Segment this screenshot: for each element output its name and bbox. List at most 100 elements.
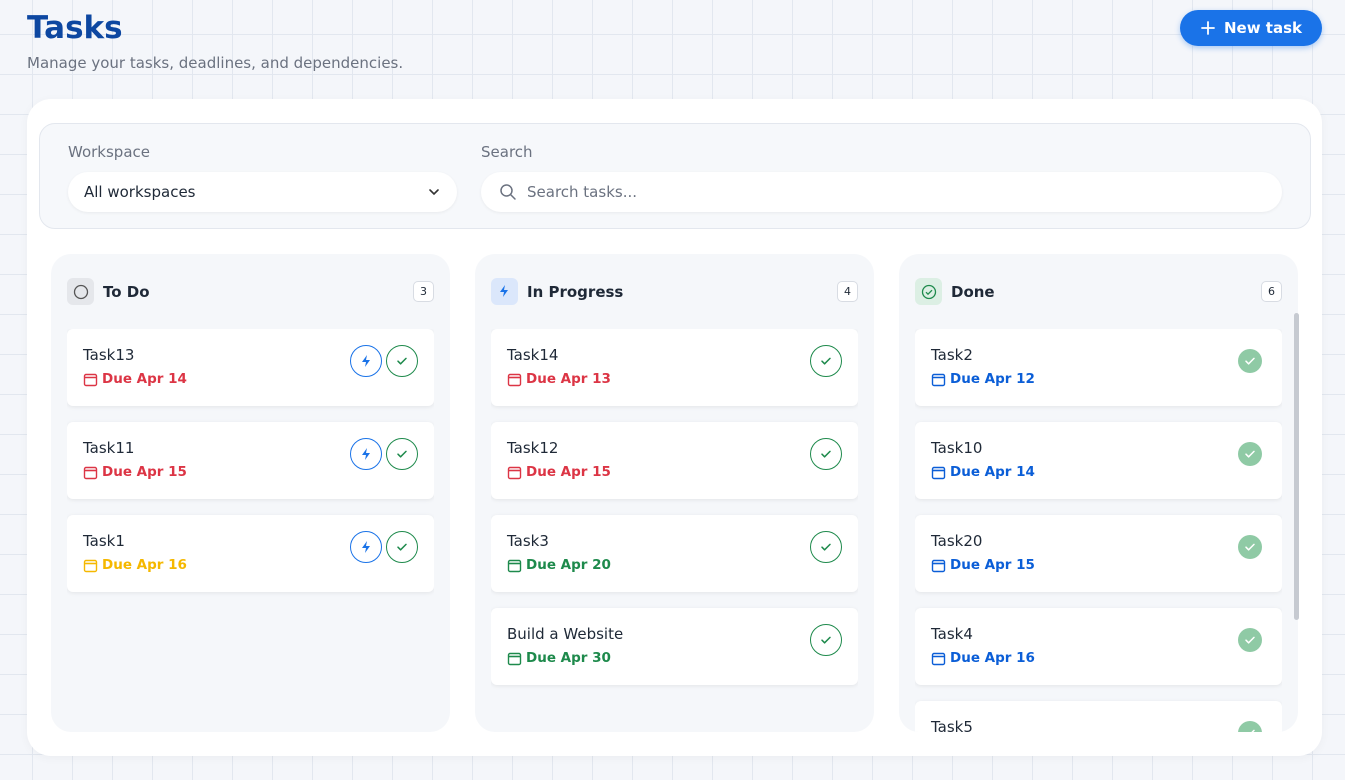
column-title: To Do (103, 283, 150, 301)
due-text: Due Apr 14 (950, 464, 1035, 480)
check-icon (1245, 357, 1255, 365)
column-icon (67, 278, 94, 305)
calendar-icon (507, 559, 522, 572)
start-button[interactable] (350, 345, 382, 377)
check-icon (1245, 636, 1255, 644)
bolt-icon (362, 355, 370, 367)
task-actions (350, 531, 418, 563)
task-card[interactable]: Task13 Due Apr 14 (67, 329, 434, 406)
calendar-icon (83, 466, 98, 479)
due-date: Due Apr 30 (507, 650, 611, 666)
count-badge: 3 (413, 281, 434, 302)
calendar-icon (931, 559, 946, 572)
task-name: Task4 (931, 625, 973, 643)
circle-icon (73, 284, 88, 299)
task-name: Task5 (931, 718, 973, 732)
check-icon (821, 450, 831, 458)
task-actions (1234, 624, 1266, 656)
task-name: Task13 (83, 346, 135, 364)
done-indicator (1238, 349, 1262, 373)
task-actions (810, 624, 842, 656)
due-date: Due Apr 14 (83, 371, 187, 387)
search-icon (500, 184, 516, 200)
due-text: Due Apr 30 (526, 650, 611, 666)
due-date: Due Apr 20 (507, 557, 611, 573)
task-card[interactable]: Task14 Due Apr 13 (491, 329, 858, 406)
calendar-icon (931, 466, 946, 479)
bolt-icon (362, 448, 370, 460)
search-input[interactable]: Search tasks... (481, 172, 1282, 212)
task-name: Task12 (507, 439, 559, 457)
check-icon (1245, 450, 1255, 458)
done-indicator (1238, 535, 1262, 559)
task-card[interactable]: Task10 Due Apr 14 (915, 422, 1282, 499)
task-name: Task11 (83, 439, 135, 457)
due-date: Due Apr 16 (83, 557, 187, 573)
count-badge: 4 (837, 281, 858, 302)
count-badge: 6 (1261, 281, 1282, 302)
due-date: Due Apr 14 (931, 464, 1035, 480)
done-indicator (1238, 721, 1262, 732)
complete-button[interactable] (386, 531, 418, 563)
column: To Do 3 Task13 Due Apr 14 Task11 Due Apr 15 Ta… (51, 254, 450, 732)
due-text: Due Apr 15 (102, 464, 187, 480)
workspace-label: Workspace (68, 143, 150, 161)
scrollbar (1294, 313, 1299, 620)
task-card[interactable]: Task4 Due Apr 16 (915, 608, 1282, 685)
task-card[interactable]: Task1 Due Apr 16 (67, 515, 434, 592)
due-date: Due Apr 15 (507, 464, 611, 480)
start-button[interactable] (350, 531, 382, 563)
search-label: Search (481, 143, 533, 161)
due-text: Due Apr 20 (526, 557, 611, 573)
due-text: Due Apr 16 (102, 557, 187, 573)
calendar-icon (931, 373, 946, 386)
task-card[interactable]: Task5 (915, 701, 1282, 732)
column-title: In Progress (527, 283, 624, 301)
bolt-icon (362, 541, 370, 553)
calendar-icon (931, 652, 946, 665)
new-task-label: New task (1223, 19, 1302, 37)
task-card[interactable]: Task11 Due Apr 15 (67, 422, 434, 499)
check-icon (1251, 729, 1255, 732)
column-title: Done (951, 283, 995, 301)
check-icon (821, 543, 831, 551)
task-card[interactable]: Build a Website Due Apr 30 (491, 608, 858, 685)
task-actions (810, 531, 842, 563)
column-icon (491, 278, 518, 305)
check-icon (397, 357, 407, 365)
plus-icon (1201, 21, 1215, 35)
calendar-icon (507, 373, 522, 386)
task-name: Task3 (507, 532, 549, 550)
search-placeholder: Search tasks... (527, 183, 637, 201)
task-card[interactable]: Task20 Due Apr 15 (915, 515, 1282, 592)
check-circle-icon (921, 284, 936, 299)
complete-button[interactable] (386, 438, 418, 470)
complete-button[interactable] (810, 438, 842, 470)
task-card[interactable]: Task2 Due Apr 12 (915, 329, 1282, 406)
task-card[interactable]: Task3 Due Apr 20 (491, 515, 858, 592)
complete-button[interactable] (810, 531, 842, 563)
new-task-button[interactable]: New task (1180, 10, 1322, 46)
workspace-select[interactable]: All workspaces (68, 172, 457, 212)
page-subtitle: Manage your tasks, deadlines, and depend… (27, 54, 404, 72)
task-name: Task14 (507, 346, 559, 364)
calendar-icon (507, 466, 522, 479)
due-text: Due Apr 15 (526, 464, 611, 480)
due-date: Due Apr 16 (931, 650, 1035, 666)
due-date: Due Apr 13 (507, 371, 611, 387)
complete-button[interactable] (386, 345, 418, 377)
task-actions (1234, 438, 1266, 470)
column-icon (915, 278, 942, 305)
task-actions (1234, 717, 1266, 732)
due-date: Due Apr 15 (931, 557, 1035, 573)
task-actions (350, 438, 418, 470)
task-actions (1234, 345, 1266, 377)
due-text: Due Apr 13 (526, 371, 611, 387)
complete-button[interactable] (810, 624, 842, 656)
start-button[interactable] (350, 438, 382, 470)
complete-button[interactable] (810, 345, 842, 377)
check-icon (397, 450, 407, 458)
task-card[interactable]: Task12 Due Apr 15 (491, 422, 858, 499)
check-icon (821, 636, 831, 644)
